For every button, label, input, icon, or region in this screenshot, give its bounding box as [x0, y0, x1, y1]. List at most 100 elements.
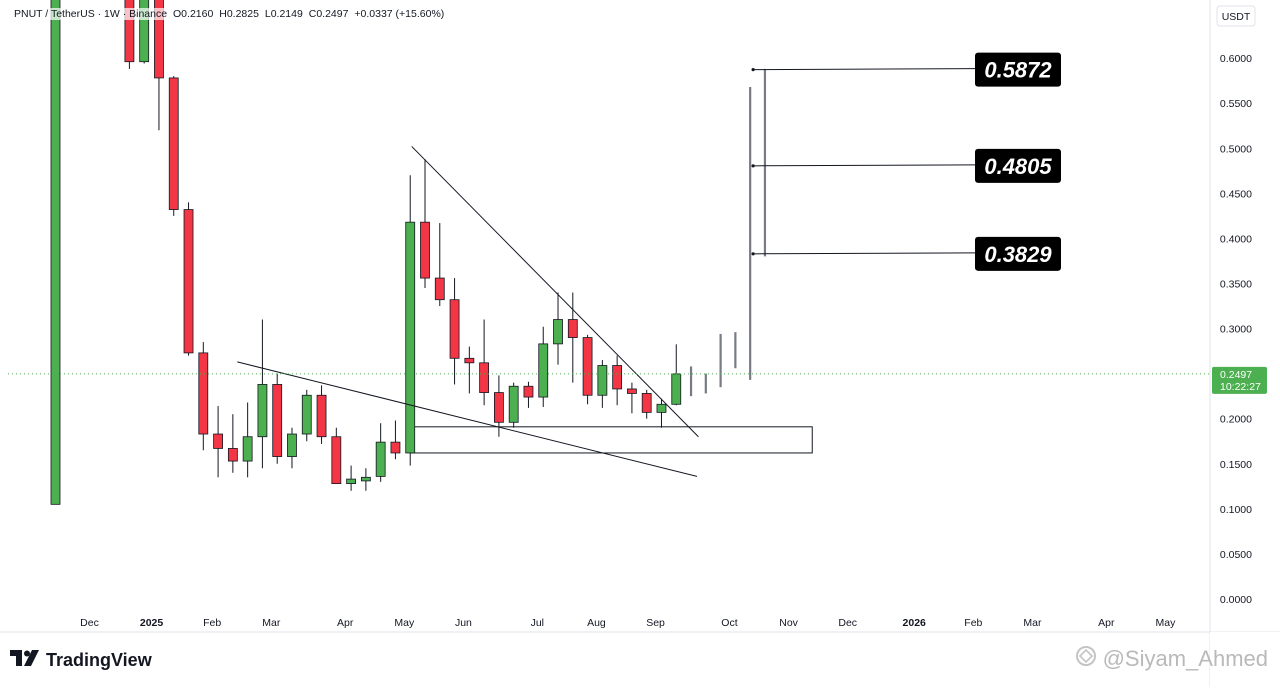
candle: [493, 375, 504, 437]
candle: [656, 398, 667, 428]
time-tick-label: Aug: [587, 617, 606, 629]
candle-body: [124, 0, 135, 63]
candle-body: [346, 478, 357, 485]
ohlc-high: H0.2825: [219, 8, 259, 20]
target-label-box: [975, 52, 1061, 87]
target-label: 0.5872: [984, 58, 1052, 83]
time-tick-label: Apr: [1098, 617, 1115, 629]
candle: [538, 326, 549, 407]
symbol-title: PNUT / TetherUS · 1W · Binance: [14, 8, 168, 20]
candle: [154, 0, 164, 131]
price-tick-label: 0.4500: [1220, 188, 1252, 200]
candle: [553, 292, 563, 365]
candle-body: [375, 441, 386, 477]
candle-body: [316, 394, 327, 438]
price-tick-label: 0.0500: [1220, 549, 1252, 561]
candle: [420, 159, 430, 288]
candle: [671, 344, 682, 406]
price-tick-label: 0.3000: [1220, 324, 1252, 336]
candle: [50, 0, 61, 505]
time-tick-label: Jun: [455, 617, 472, 629]
tradingview-brand-name: TradingView: [46, 650, 152, 670]
candle: [508, 382, 519, 428]
candle: [301, 389, 312, 442]
candle-body: [493, 392, 504, 423]
candle-body: [168, 77, 179, 210]
candle-body: [641, 393, 652, 413]
target-level: 0.5872: [751, 52, 1061, 87]
candle-body: [257, 384, 268, 438]
candle: [198, 342, 209, 451]
candle: [449, 278, 460, 385]
price-tick-label: 0.5500: [1220, 98, 1252, 110]
candle-body: [671, 373, 682, 405]
candle-body: [405, 221, 416, 454]
target-level: 0.4805: [751, 148, 1061, 183]
target-line: [753, 252, 976, 255]
time-tick-label: Sep: [646, 617, 665, 629]
candle: [213, 406, 223, 478]
time-tick-label: Nov: [779, 617, 798, 629]
candle: [183, 202, 194, 356]
candle-body: [656, 403, 667, 413]
tradingview-logo-icon: [10, 650, 40, 671]
candle-body: [139, 0, 150, 63]
candle-body: [508, 385, 519, 423]
symbol-header: PNUT / TetherUS · 1W · Binance O0.2160 H…: [14, 8, 448, 20]
lower-trendline: [237, 361, 698, 477]
candle-body: [434, 277, 445, 301]
time-tick-label: 2026: [903, 617, 927, 629]
time-tick-label: 2025: [140, 617, 164, 629]
candle: [464, 346, 475, 394]
target-label-box: [975, 236, 1061, 271]
candle-body: [301, 394, 312, 435]
price-tick-label: 0.0000: [1220, 594, 1252, 606]
candle: [612, 355, 623, 406]
last-price-label: 0.2497: [1220, 369, 1252, 381]
candle-body: [449, 299, 460, 359]
target-line: [753, 164, 976, 167]
candle-body: [553, 319, 563, 345]
time-tick-label: May: [394, 617, 415, 629]
candle-body: [567, 319, 578, 338]
watermark-text: @Siyam_Ahmed: [1102, 646, 1268, 671]
candle-body: [479, 362, 490, 393]
watermark-logo-icon: [1073, 645, 1099, 673]
last-price-badge: [1212, 366, 1267, 394]
descending-trendline: [411, 146, 699, 438]
bar-countdown-label: 10:22:27: [1220, 381, 1261, 393]
time-tick-label: Mar: [262, 617, 281, 629]
target-level: 0.3829: [751, 236, 1061, 271]
candle-body: [538, 343, 549, 398]
author-watermark: @Siyam_Ahmed: [1073, 645, 1268, 673]
candle: [405, 175, 416, 466]
price-tick-label: 0.5000: [1220, 143, 1252, 155]
time-tick-label: Oct: [721, 617, 737, 629]
candle: [627, 382, 637, 414]
price-tick-label: 0.4000: [1220, 233, 1252, 245]
candle: [227, 414, 238, 473]
candle-body: [272, 384, 283, 457]
candle: [582, 334, 593, 405]
time-tick-label: Dec: [838, 617, 857, 629]
candle: [434, 223, 445, 307]
ohlc-change: +0.0337 (+15.60%): [354, 8, 445, 20]
tradingview-logo[interactable]: TradingView: [10, 650, 152, 671]
candle: [272, 373, 283, 464]
time-tick-label: May: [1156, 617, 1177, 629]
candle-body: [464, 357, 475, 364]
candle-body: [154, 0, 164, 79]
price-tick-label: 0.1500: [1220, 459, 1252, 471]
candle-body: [242, 436, 253, 462]
candle-body: [612, 365, 623, 390]
candle: [287, 427, 297, 469]
price-tick-label: 0.3500: [1220, 278, 1252, 290]
support-zone-box: [409, 426, 813, 454]
currency-label: USDT: [1222, 11, 1251, 23]
candle-body: [582, 337, 593, 396]
candle-body: [597, 365, 608, 396]
candle-body: [523, 385, 534, 398]
candle-body: [227, 448, 238, 462]
